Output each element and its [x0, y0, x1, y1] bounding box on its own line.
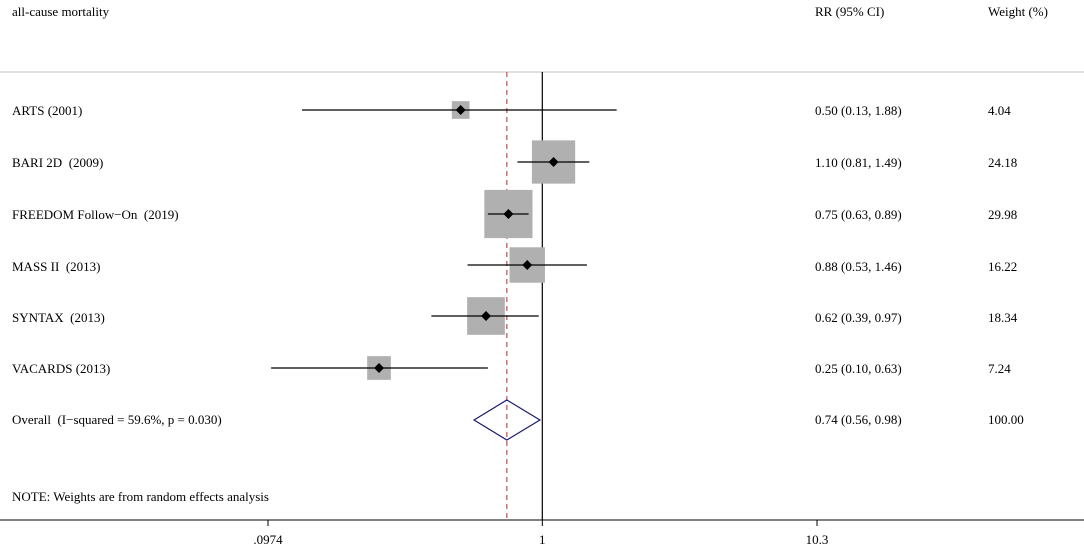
- study-label: ARTS (2001): [12, 103, 83, 118]
- chart-title: all-cause mortality: [12, 4, 110, 19]
- study-weight: 16.22: [988, 259, 1018, 274]
- study-rr-ci: 0.62 (0.39, 0.97): [815, 310, 902, 325]
- overall-label: Overall (I−squared = 59.6%, p = 0.030): [12, 412, 222, 427]
- x-tick-label: 10.3: [806, 532, 829, 547]
- x-tick-label: 1: [539, 532, 546, 547]
- study-weight: 7.24: [988, 361, 1011, 376]
- study-label: SYNTAX (2013): [12, 310, 105, 325]
- study-label: MASS II (2013): [12, 259, 101, 274]
- overall-weight: 100.00: [988, 412, 1024, 427]
- study-weight: 24.18: [988, 155, 1018, 170]
- point-estimate: [481, 311, 492, 321]
- study-rr-ci: 1.10 (0.81, 1.49): [815, 155, 902, 170]
- study-rr-ci: 0.88 (0.53, 1.46): [815, 259, 902, 274]
- study-weight: 18.34: [988, 310, 1018, 325]
- point-estimate: [455, 105, 466, 115]
- rr-column-header: RR (95% CI): [815, 4, 885, 19]
- study-rr-ci: 0.50 (0.13, 1.88): [815, 103, 902, 118]
- study-label: VACARDS (2013): [12, 361, 111, 376]
- study-label: BARI 2D (2009): [12, 155, 104, 170]
- point-estimate: [374, 363, 385, 373]
- study-weight: 29.98: [988, 207, 1018, 222]
- overall-diamond: [472, 399, 542, 441]
- study-rr-ci: 0.25 (0.10, 0.63): [815, 361, 902, 376]
- overall-rr-ci: 0.74 (0.56, 0.98): [815, 412, 902, 427]
- study-rr-ci: 0.75 (0.63, 0.89): [815, 207, 902, 222]
- point-estimate: [548, 157, 559, 167]
- note-text: NOTE: Weights are from random effects an…: [12, 489, 269, 504]
- study-label: FREEDOM Follow−On (2019): [12, 207, 179, 222]
- point-estimate: [522, 260, 533, 270]
- point-estimate: [503, 209, 514, 219]
- weight-column-header: Weight (%): [988, 4, 1048, 19]
- x-tick-label: .0974: [253, 532, 283, 547]
- study-weight: 4.04: [988, 103, 1011, 118]
